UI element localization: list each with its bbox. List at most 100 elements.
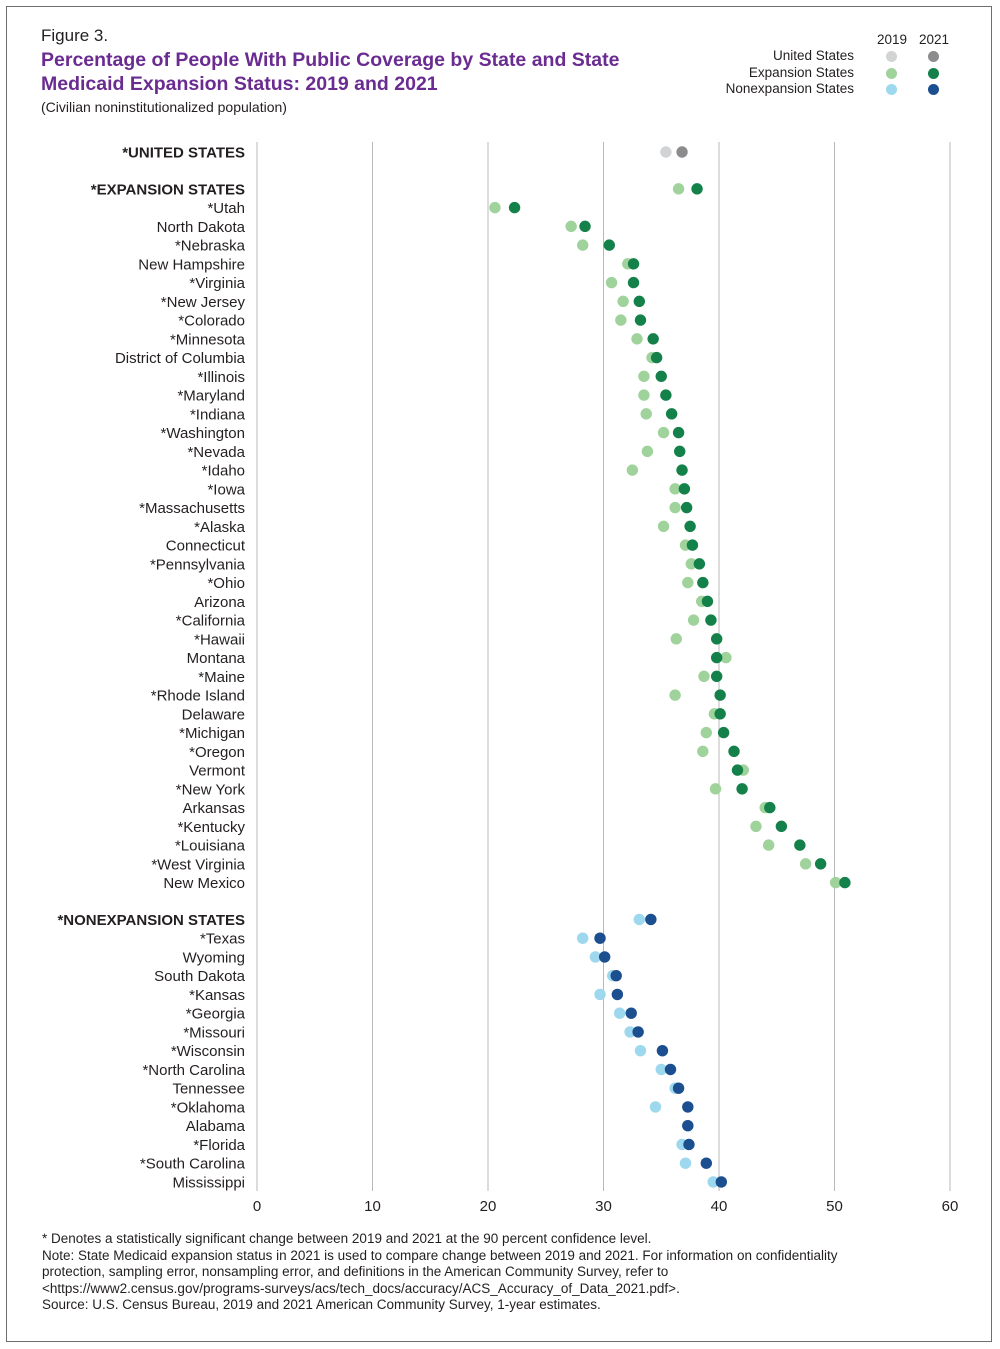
legend-label-expansion-states: Expansion States — [748, 65, 854, 80]
dot-2021 — [655, 370, 667, 383]
dot-2021 — [633, 295, 646, 308]
state-label: Delaware — [182, 706, 245, 723]
dot-2021 — [700, 1157, 712, 1169]
dot-2019 — [489, 201, 501, 214]
dot-2021 — [634, 314, 647, 326]
dot-2019 — [682, 576, 694, 589]
dot-2021 — [680, 501, 693, 514]
dot-2021 — [814, 858, 827, 870]
legend-dot-us-2019 — [886, 51, 897, 62]
legend-dot-expansion-2019 — [886, 68, 897, 79]
dot-2021 — [594, 932, 606, 944]
x-tick-label: 0 — [253, 1198, 261, 1215]
state-label: *Idaho — [202, 463, 245, 480]
state-label: *Utah — [207, 200, 245, 217]
dot-2021 — [714, 708, 726, 720]
dot-2019 — [660, 146, 672, 158]
state-label: Arkansas — [182, 800, 245, 817]
dot-2019 — [698, 670, 710, 683]
state-label: *Maryland — [177, 388, 245, 405]
legend-year-2019: 2019 — [876, 32, 908, 47]
state-label: Arizona — [194, 594, 246, 611]
state-label: *Massachusetts — [139, 500, 245, 517]
dot-2019 — [679, 1157, 692, 1169]
dot-2021 — [645, 913, 657, 926]
group-heading-label: *EXPANSION STATES — [91, 181, 245, 198]
dot-2019 — [631, 333, 643, 345]
dot-2021 — [714, 689, 726, 701]
state-label: *New Jersey — [161, 294, 246, 311]
dot-2021 — [683, 1138, 695, 1151]
state-label: *Wisconsin — [171, 1043, 245, 1060]
state-label: *Virginia — [189, 275, 245, 292]
footnotes: * Denotes a statistically significant ch… — [42, 1231, 872, 1314]
dot-2021 — [715, 1176, 728, 1188]
dot-2019 — [655, 1063, 667, 1076]
dot-2019 — [613, 1007, 626, 1019]
dot-2021 — [686, 539, 699, 551]
x-tick-label: 30 — [595, 1198, 612, 1215]
state-label: *Indiana — [190, 406, 246, 423]
dot-2021 — [674, 445, 686, 458]
dot-2021 — [627, 276, 640, 289]
dot-plot-chart: 0 10 20 30 40 50 60 *UNITED STATES *EXPANSION ST… — [57, 142, 959, 1215]
dot-2019 — [589, 951, 602, 963]
dot-2019 — [657, 426, 670, 439]
dot-2019 — [634, 1045, 647, 1057]
state-label: *Pennsylvania — [150, 556, 246, 573]
dot-2019 — [672, 183, 685, 195]
dot-2021 — [625, 1007, 637, 1019]
x-tick-label: 60 — [942, 1198, 959, 1215]
dot-2019 — [638, 389, 650, 401]
state-label: *Hawaii — [194, 631, 245, 648]
state-label: *Ohio — [207, 575, 245, 592]
state-label: *Missouri — [183, 1024, 245, 1041]
state-label: *Colorado — [178, 313, 245, 330]
dot-2019 — [657, 520, 670, 533]
dot-2019 — [669, 501, 681, 514]
dot-2019 — [617, 295, 629, 308]
dot-2021 — [656, 1045, 669, 1057]
dot-2021 — [678, 483, 691, 495]
dot-2021 — [717, 726, 730, 739]
state-label: *Nevada — [187, 444, 245, 461]
dot-2019 — [799, 858, 812, 870]
state-label: *Maine — [198, 669, 245, 686]
dot-2019 — [565, 220, 577, 233]
dot-2021 — [611, 988, 624, 1001]
state-label: North Dakota — [157, 219, 246, 236]
dot-2019 — [594, 988, 606, 1001]
state-label: District of Columbia — [115, 350, 246, 367]
legend-year-2021: 2021 — [918, 32, 950, 47]
dot-2021 — [579, 220, 591, 233]
dot-2021 — [701, 595, 714, 608]
dot-2021 — [684, 520, 696, 533]
state-label: *Florida — [193, 1137, 245, 1154]
dot-2019 — [577, 932, 589, 944]
figure-frame — [6, 6, 992, 1342]
legend-dot-nonexpansion-2019 — [886, 84, 897, 95]
state-label: *Minnesota — [170, 331, 246, 348]
state-label: *Louisiana — [175, 838, 246, 855]
dot-2019 — [649, 1101, 662, 1113]
dot-2021 — [627, 258, 640, 270]
dot-2019 — [615, 314, 627, 326]
legend-dot-expansion-2021 — [928, 68, 939, 79]
dot-2021 — [610, 970, 622, 982]
dot-2019 — [638, 370, 650, 383]
dot-2021 — [647, 333, 659, 345]
dot-2021 — [697, 576, 709, 589]
footnote-source: Source: U.S. Census Bureau, 2019 and 202… — [42, 1297, 601, 1312]
dot-2021 — [664, 1063, 677, 1076]
state-label: Alabama — [186, 1118, 246, 1135]
dot-2021 — [650, 351, 663, 364]
x-tick-label: 40 — [711, 1198, 728, 1215]
chart-title: Percentage of People With Public Coverag… — [41, 49, 620, 95]
state-label: Vermont — [189, 763, 246, 780]
legend-label-nonexpansion-states: Nonexpansion States — [725, 81, 854, 96]
dot-2021 — [728, 745, 740, 758]
state-label: Mississippi — [172, 1174, 245, 1191]
state-label: South Dakota — [154, 968, 246, 985]
dot-2021 — [710, 651, 723, 664]
dot-2021 — [764, 801, 776, 814]
